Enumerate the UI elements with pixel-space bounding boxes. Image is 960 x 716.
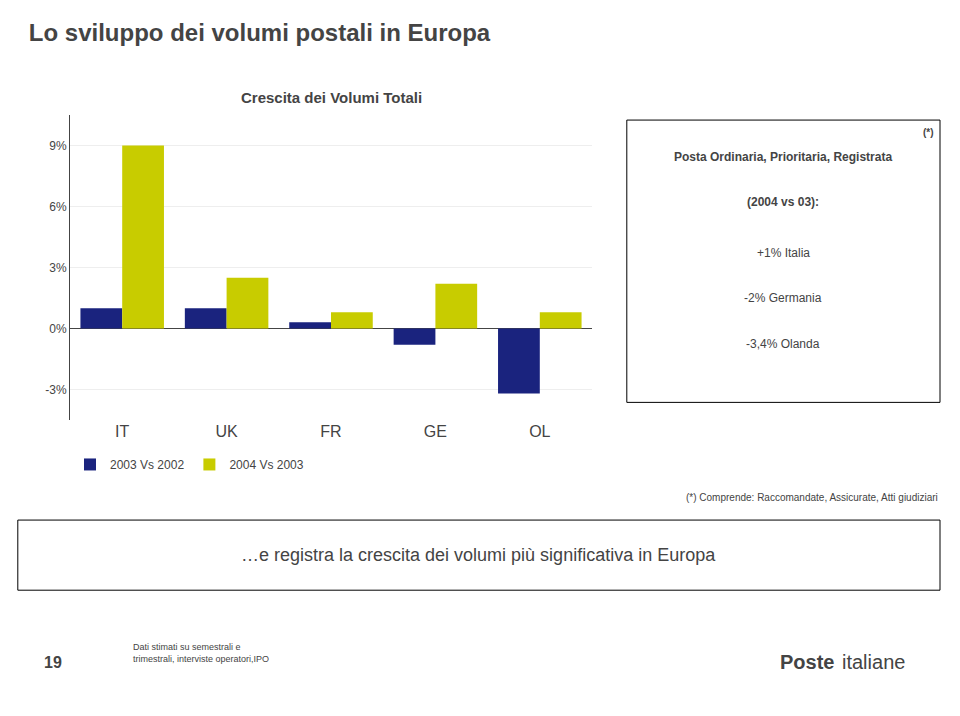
svg-text:FR: FR — [320, 423, 341, 440]
svg-text:UK: UK — [215, 423, 238, 440]
svg-text:-2% Germania: -2% Germania — [744, 291, 822, 305]
svg-text:OL: OL — [529, 423, 550, 440]
svg-text:Dati stimati su semestrali etr: Dati stimati su semestrali etrimestrali,… — [133, 642, 269, 664]
svg-text:(*): (*) — [923, 127, 934, 138]
svg-text:Posta Ordinaria, Prioritaria,: Posta Ordinaria, Prioritaria, Registrata — [674, 150, 892, 164]
svg-text:Poste: Poste — [780, 651, 834, 673]
svg-text:19: 19 — [44, 654, 62, 671]
svg-text:(2004 vs 03):: (2004 vs 03): — [747, 195, 819, 209]
svg-text:3%: 3% — [49, 261, 67, 275]
svg-text:2003 Vs 2002: 2003 Vs 2002 — [110, 458, 184, 472]
svg-text:GE: GE — [424, 423, 447, 440]
svg-text:Crescita dei Volumi Totali: Crescita dei Volumi Totali — [241, 89, 422, 106]
svg-text:…e registra la crescita dei vo: …e registra la crescita dei volumi più s… — [241, 545, 716, 565]
svg-text:IT: IT — [115, 423, 129, 440]
svg-text:2004 Vs 2003: 2004 Vs 2003 — [229, 458, 303, 472]
svg-text:Lo sviluppo dei volumi postali: Lo sviluppo dei volumi postali in Europa — [29, 19, 491, 46]
svg-text:-3%: -3% — [45, 383, 67, 397]
svg-text:+1% Italia: +1% Italia — [757, 246, 810, 260]
svg-text:(*) Comprende: Raccomandate, A: (*) Comprende: Raccomandate, Assicurate,… — [686, 492, 938, 503]
svg-text:0%: 0% — [49, 322, 67, 336]
svg-text:italiane: italiane — [842, 651, 905, 673]
svg-text:6%: 6% — [49, 200, 67, 214]
svg-text:-3,4% Olanda: -3,4% Olanda — [746, 337, 820, 351]
svg-text:9%: 9% — [49, 139, 67, 153]
